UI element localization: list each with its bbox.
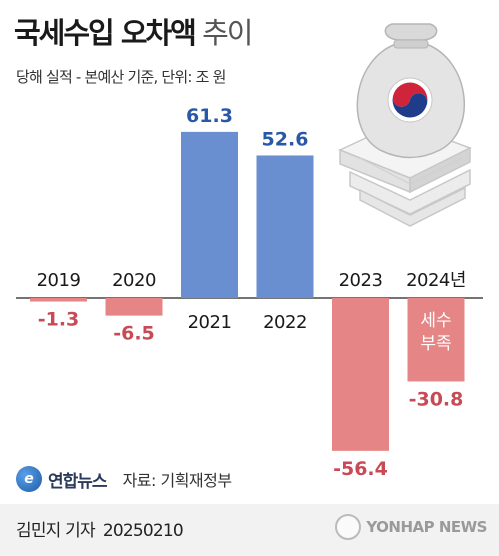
category-label-2024년: 2024년	[406, 270, 466, 291]
value-label-2022: 52.6	[262, 128, 309, 150]
yonhap-logo-icon: e	[16, 466, 42, 492]
value-label-2020: -6.5	[113, 323, 155, 345]
logo-text: 연합뉴스	[48, 471, 108, 492]
value-labels-group: -1.3 -6.5 61.3 52.6 -56.4 -30.8	[38, 105, 464, 480]
bar-2023	[332, 298, 389, 451]
watermark-text: YONHAP NEWS	[366, 518, 487, 536]
annotation-line: 부족	[420, 334, 451, 354]
bar-2024년	[407, 298, 465, 382]
category-label-2023: 2023	[339, 270, 383, 291]
source-row: e 연합뉴스 자료: 기획재정부	[16, 466, 232, 492]
chart-title: 국세수입 오차액 추이	[14, 10, 253, 52]
watermark: YONHAP NEWS	[335, 514, 487, 540]
credit: 김민지 기자 20250210	[16, 516, 184, 541]
value-label-2019: -1.3	[38, 309, 80, 331]
source-text: 자료: 기획재정부	[122, 471, 233, 490]
value-label-2024년: -30.8	[409, 388, 464, 410]
bar-2020	[105, 298, 163, 316]
category-label-2021: 2021	[188, 312, 232, 333]
taegeuk-icon	[387, 77, 433, 123]
footer-band	[0, 504, 499, 556]
money-bag-icon	[338, 23, 472, 227]
category-labels-group: 2019 2020 2021 2022 2023 2024년	[37, 270, 467, 333]
title-strong: 국세수입 오차액	[14, 16, 197, 50]
category-label-2019: 2019	[37, 270, 81, 291]
bar-2019	[30, 298, 87, 302]
annotation-line: 세수	[420, 311, 451, 331]
value-label-2021: 61.3	[186, 105, 233, 127]
chart-subtitle: 당해 실적 - 본예산 기준, 단위: 조 원	[16, 68, 226, 86]
value-label-2023: -56.4	[333, 458, 388, 480]
author: 김민지 기자	[16, 521, 96, 541]
credit-date: 20250210	[102, 521, 184, 541]
bar-2021	[181, 131, 238, 298]
yonhap-watermark-icon	[335, 514, 362, 540]
category-label-2020: 2020	[112, 270, 156, 291]
title-light: 추이	[202, 16, 253, 50]
bars-group	[30, 131, 465, 451]
category-label-2022: 2022	[263, 312, 307, 333]
bar-2022	[256, 155, 314, 298]
